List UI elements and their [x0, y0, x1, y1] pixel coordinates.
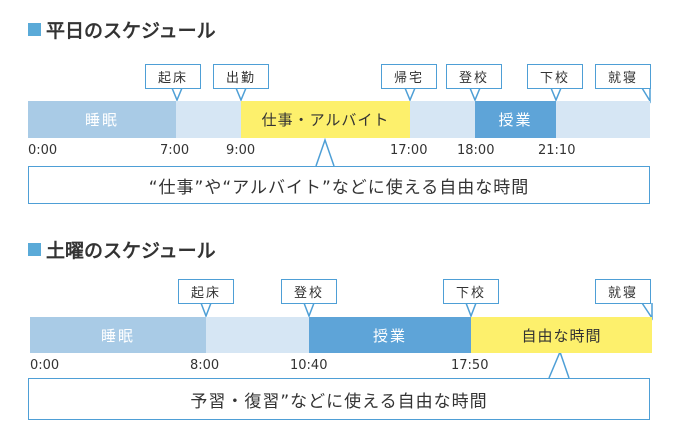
callout-saturday-bed: 就寝	[595, 279, 651, 304]
time-weekday-3: 17:00	[390, 143, 428, 158]
saturday-title: 土曜のスケジュール	[28, 236, 216, 263]
time-weekday-2: 9:00	[226, 143, 256, 158]
callout-weekday-wake: 起床	[145, 64, 201, 89]
callout-weekday-leave: 出勤	[213, 64, 269, 89]
time-weekday-1: 7:00	[160, 143, 190, 158]
callout-weekday-school: 登校	[446, 64, 502, 89]
saturday-note-box: 予習・復習”などに使える自由な時間	[28, 378, 650, 420]
callout-saturday-wake: 起床	[178, 279, 234, 304]
pointer-weekday-home	[404, 87, 416, 102]
segment-saturday-free: 自由な時間	[471, 317, 652, 353]
time-saturday-3: 17:50	[451, 358, 489, 373]
weekday-title: 平日のスケジュール	[28, 16, 216, 43]
pointer-saturday-bed	[641, 302, 653, 321]
pointer-weekday-leave	[235, 87, 247, 102]
square-bullet-icon	[28, 243, 41, 256]
pointer-weekday-out	[550, 87, 562, 102]
segment-weekday-evening	[556, 101, 650, 138]
square-bullet-icon	[28, 23, 41, 36]
time-weekday-4: 18:00	[457, 143, 495, 158]
pointer-saturday-school	[303, 302, 315, 319]
segment-weekday-morning	[176, 101, 241, 138]
pointer-saturday-wake	[200, 302, 212, 319]
segment-weekday-sleep: 睡眠	[28, 101, 176, 138]
callout-saturday-school: 登校	[281, 279, 337, 304]
callout-saturday-out: 下校	[443, 279, 499, 304]
pointer-weekday-wake	[171, 87, 183, 102]
pointer-saturday-out	[465, 302, 477, 319]
pointer-weekday-note	[315, 137, 335, 167]
segment-weekday-work: 仕事・アルバイト	[241, 101, 410, 138]
segment-saturday-sleep: 睡眠	[30, 317, 206, 353]
segment-weekday-class: 授業	[475, 101, 556, 138]
time-weekday-5: 21:10	[538, 143, 576, 158]
time-saturday-2: 10:40	[290, 358, 328, 373]
time-saturday-1: 8:00	[190, 358, 220, 373]
segment-saturday-morning	[206, 317, 309, 353]
callout-weekday-out: 下校	[527, 64, 583, 89]
segment-weekday-home	[410, 101, 475, 138]
segment-saturday-class: 授業	[309, 317, 471, 353]
weekday-note-box: “仕事”や“アルバイト”などに使える自由な時間	[28, 166, 650, 204]
time-saturday-0: 0:00	[30, 358, 60, 373]
pointer-weekday-school	[469, 87, 481, 102]
callout-weekday-home: 帰宅	[381, 64, 437, 89]
pointer-saturday-note	[548, 349, 570, 379]
time-weekday-0: 0:00	[28, 143, 58, 158]
pointer-weekday-bed	[641, 87, 651, 104]
callout-weekday-bed: 就寝	[595, 64, 651, 89]
